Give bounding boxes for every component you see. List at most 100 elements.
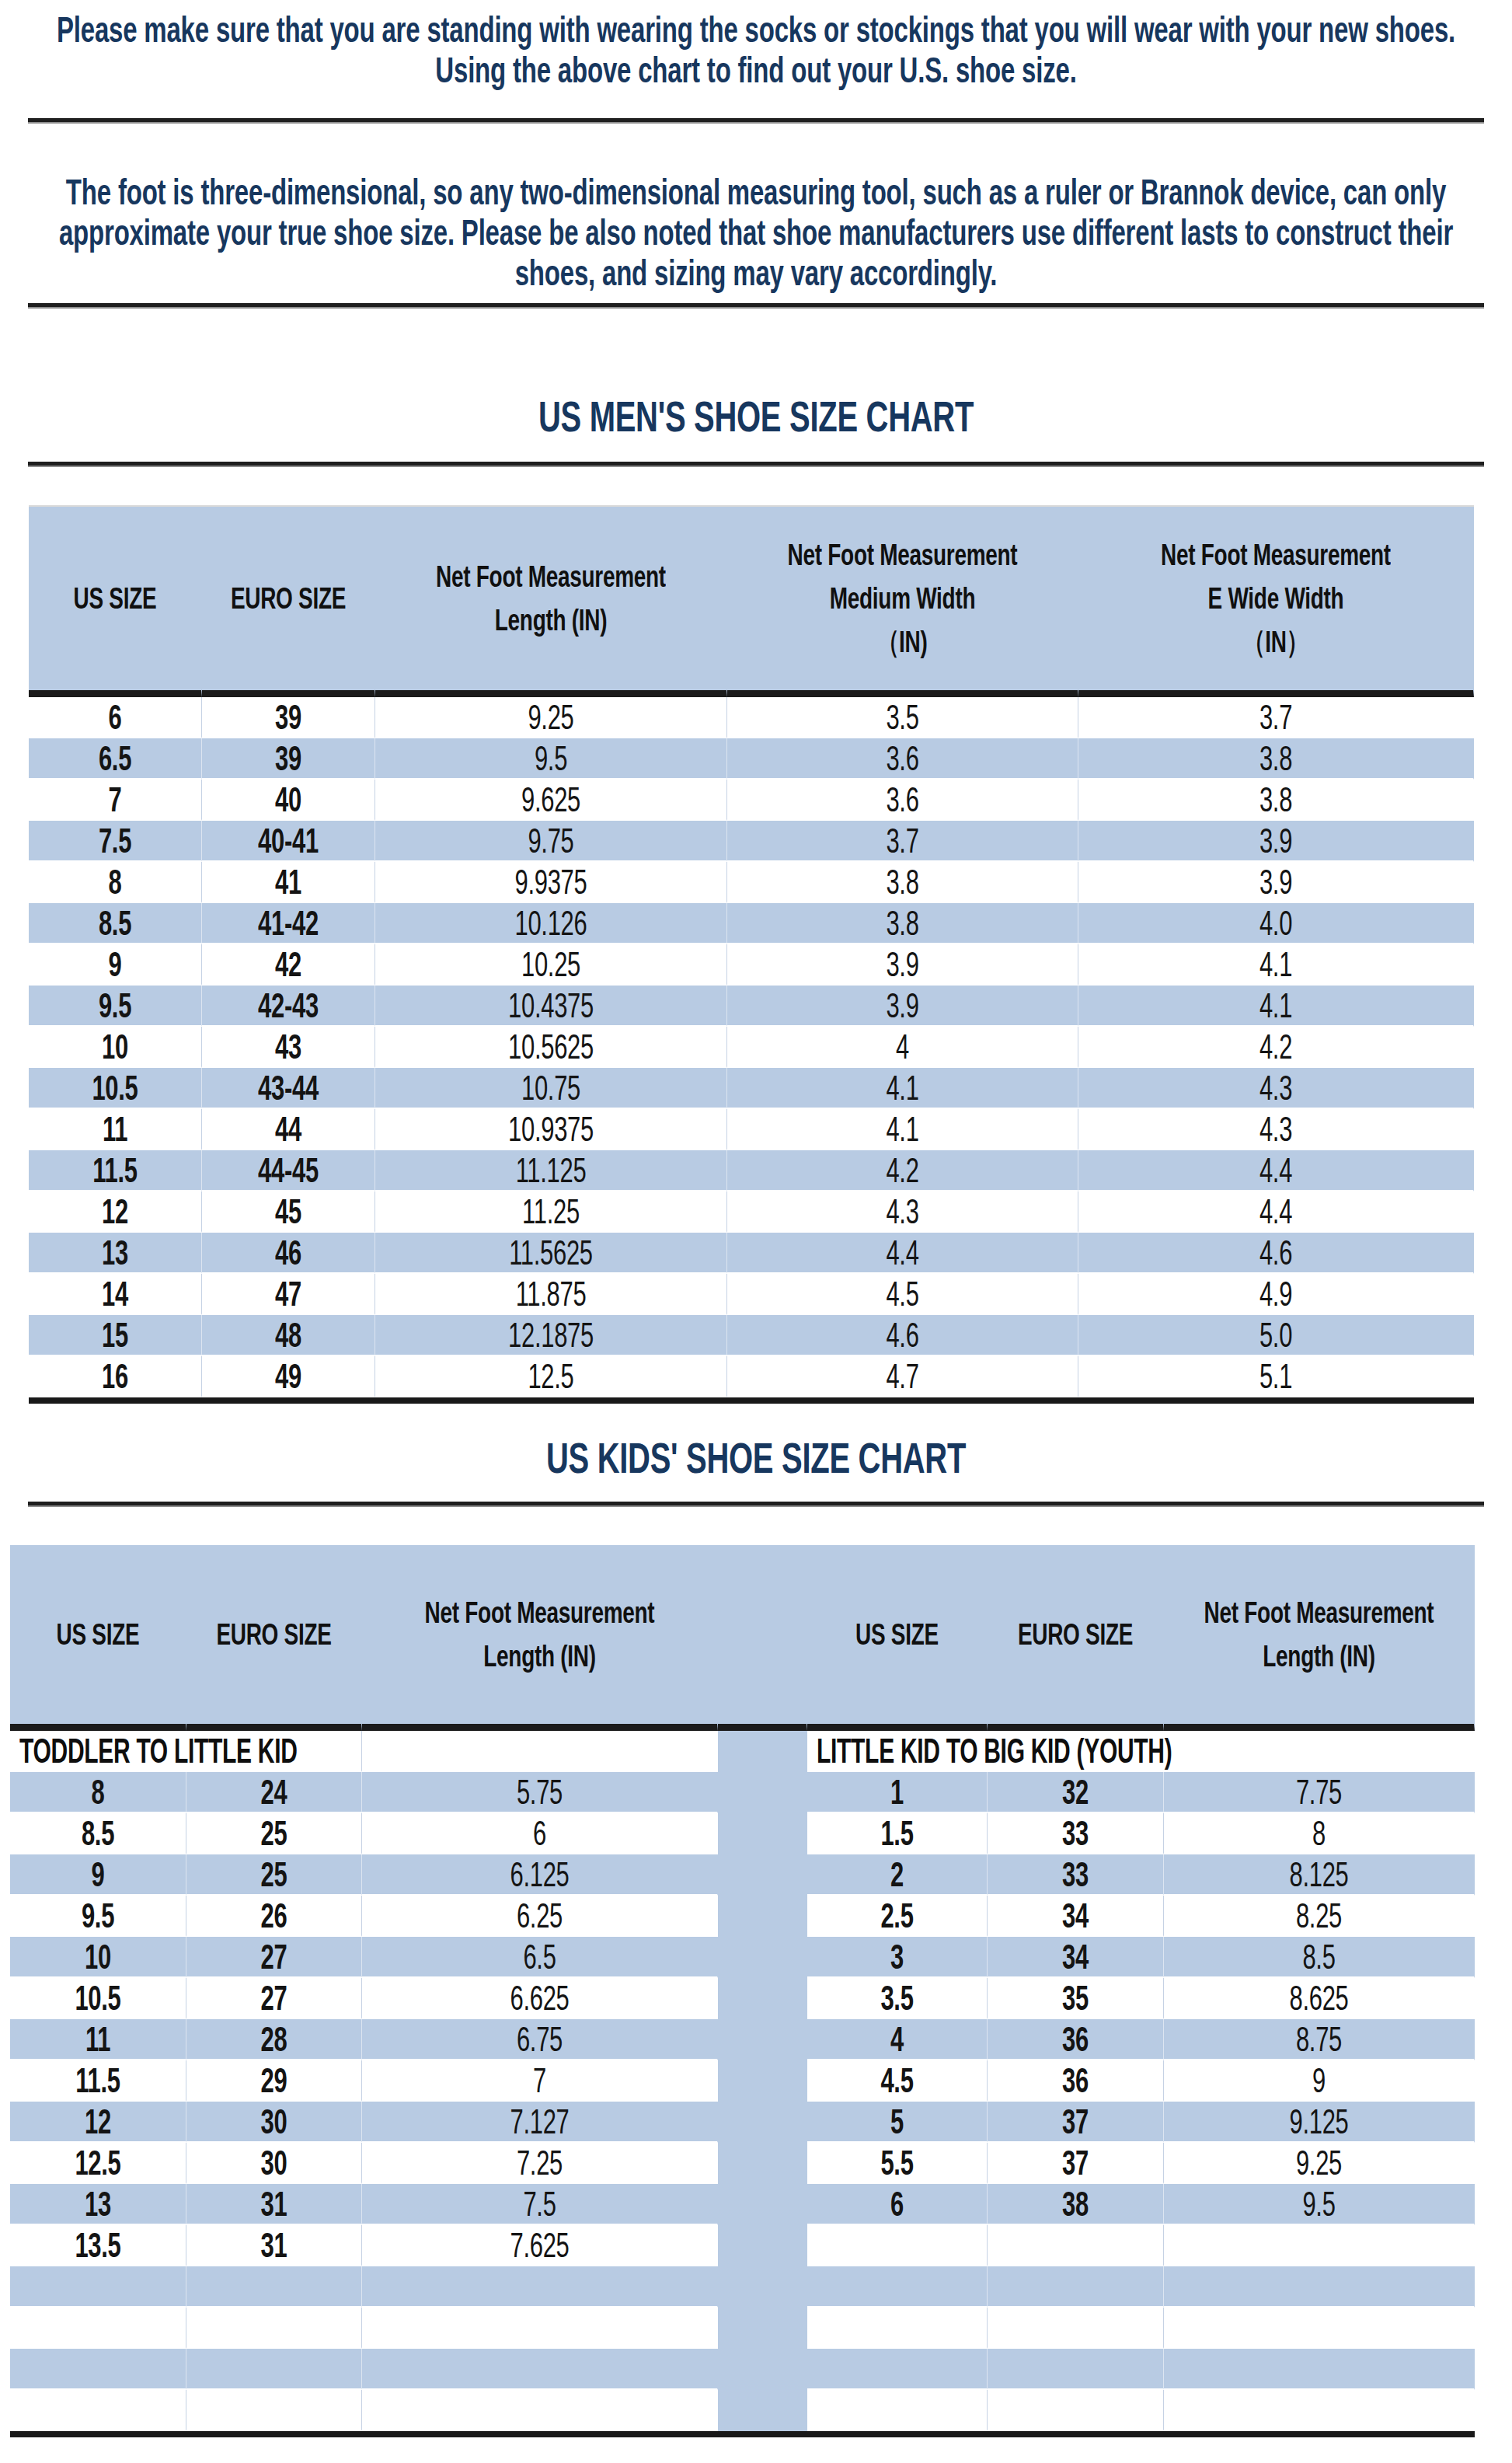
header-cell-length-left: Net Foot Measurement Length (IN) [362, 1545, 718, 1731]
table-cell [362, 2349, 718, 2390]
table-cell: 3.9 [1078, 862, 1474, 903]
table-cell: 11.125 [375, 1150, 727, 1191]
table-cell: 3.8 [727, 862, 1078, 903]
table-cell: 3.5 [807, 1978, 988, 2019]
table-row: 124511.254.34.4 [29, 1191, 1474, 1233]
table-row: 10.543-4410.754.14.3 [29, 1068, 1474, 1109]
table-cell: 11.5 [29, 1150, 202, 1191]
table-cell: 3.8 [1078, 738, 1474, 780]
table-cell: 30 [186, 2143, 362, 2184]
table-cell [807, 2266, 988, 2308]
divider-rule-2 [28, 303, 1484, 309]
table-cell: 8.25 [1164, 1896, 1475, 1937]
kids-chart-title: US KIDS' SHOE SIZE CHART [0, 1434, 1512, 1481]
table-cell: 13 [29, 1233, 202, 1274]
table-row: 8.541-4210.1263.84.0 [29, 903, 1474, 944]
table-row [10, 2349, 1475, 2390]
table-cell: 41 [202, 862, 375, 903]
header-cell-length: Net Foot Measurement Length (IN) [375, 507, 727, 697]
table-cell [807, 2225, 988, 2266]
table-cell: 8 [29, 862, 202, 903]
table-cell: 4.0 [1078, 903, 1474, 944]
table-cell: 24 [186, 1772, 362, 1813]
table-cell: 9.5 [375, 738, 727, 780]
gutter-cell [718, 2266, 807, 2308]
table-cell: 5.0 [1078, 1315, 1474, 1356]
table-row: 8419.93753.83.9 [29, 862, 1474, 903]
table-cell: 4.1 [727, 1068, 1078, 1109]
table-cell: 8 [10, 1772, 186, 1813]
table-cell: 25 [186, 1854, 362, 1896]
table-cell: 45 [202, 1191, 375, 1233]
table-row: 6399.253.53.7 [29, 697, 1474, 738]
header-cell-us-size-left: US SIZE [10, 1545, 186, 1731]
gutter-cell [718, 2349, 807, 2390]
mens-chart-title: US MEN'S SHOE SIZE CHART [0, 392, 1512, 439]
table-cell: 3.6 [727, 738, 1078, 780]
table-row: 8.52561.5338 [10, 1813, 1475, 1854]
table-cell: 9.625 [375, 780, 727, 821]
divider-rule-4 [28, 1502, 1484, 1507]
table-cell: 40-41 [202, 821, 375, 862]
table-cell: 31 [186, 2184, 362, 2225]
table-cell: 4.5 [727, 1274, 1078, 1315]
table-cell [1164, 2390, 1475, 2431]
header-cell-length-right: Net Foot Measurement Length (IN) [1164, 1545, 1475, 1731]
table-cell: 33 [988, 1813, 1164, 1854]
table-cell: 3.8 [727, 903, 1078, 944]
table-cell: 9.9375 [375, 862, 727, 903]
table-cell: 4.6 [727, 1315, 1078, 1356]
table-cell: 9 [10, 1854, 186, 1896]
table-cell: 25 [186, 1813, 362, 1854]
table-cell: 10 [10, 1937, 186, 1978]
table-cell [1164, 2225, 1475, 2266]
table-cell: 3.5 [727, 697, 1078, 738]
table-cell: 15 [29, 1315, 202, 1356]
table-cell: 12 [29, 1191, 202, 1233]
divider-rule-3 [28, 462, 1484, 467]
intro-paragraph-measure: The foot is three-dimensional, so any tw… [0, 172, 1512, 292]
table-cell: 12.5 [375, 1356, 727, 1397]
table-cell: 5.5 [807, 2143, 988, 2184]
table-row: 13.5317.625 [10, 2225, 1475, 2266]
table-cell: 43 [202, 1027, 375, 1068]
gutter-cell [718, 2143, 807, 2184]
table-cell: 26 [186, 1896, 362, 1937]
table-cell: 3 [807, 1937, 988, 1978]
table-cell: 27 [186, 1978, 362, 2019]
table-cell: 9.75 [375, 821, 727, 862]
header-cell-us-size-right: US SIZE [807, 1545, 988, 1731]
header-cell-euro-size-right: EURO SIZE [988, 1545, 1164, 1731]
table-cell: 9 [29, 944, 202, 986]
gutter-cell [718, 1731, 807, 1772]
table-cell: 11.875 [375, 1274, 727, 1315]
table-cell: 14 [29, 1274, 202, 1315]
table-cell: 10.4375 [375, 986, 727, 1027]
table-cell [362, 2266, 718, 2308]
table-cell [988, 2308, 1164, 2349]
table-cell: 38 [988, 2184, 1164, 2225]
table-cell: 13 [10, 2184, 186, 2225]
table-row: 11286.754368.75 [10, 2019, 1475, 2060]
gutter-cell [718, 2184, 807, 2225]
kids-header-row: US SIZE EURO SIZE Net Foot Measurement L… [10, 1545, 1475, 1731]
table-cell: 35 [988, 1978, 1164, 2019]
table-cell: 7.25 [362, 2143, 718, 2184]
table-cell: 4.1 [1078, 986, 1474, 1027]
table-row: 10276.53348.5 [10, 1937, 1475, 1978]
table-cell: 37 [988, 2102, 1164, 2143]
table-cell: 7.127 [362, 2102, 718, 2143]
table-cell: 6 [807, 2184, 988, 2225]
table-cell: 8.5 [10, 1813, 186, 1854]
table-cell: 3.7 [1078, 697, 1474, 738]
table-cell: 4.5 [807, 2060, 988, 2102]
section-row: TODDLER TO LITTLE KID LITTLE KID TO BIG … [10, 1731, 1475, 1772]
table-cell: 10.5625 [375, 1027, 727, 1068]
table-cell [807, 2349, 988, 2390]
table-row: 154812.18754.65.0 [29, 1315, 1474, 1356]
table-cell: 4.2 [1078, 1027, 1474, 1068]
table-cell [1164, 2349, 1475, 2390]
table-row: 12.5307.255.5379.25 [10, 2143, 1475, 2184]
table-cell: 12.5 [10, 2143, 186, 2184]
table-cell [807, 2390, 988, 2431]
